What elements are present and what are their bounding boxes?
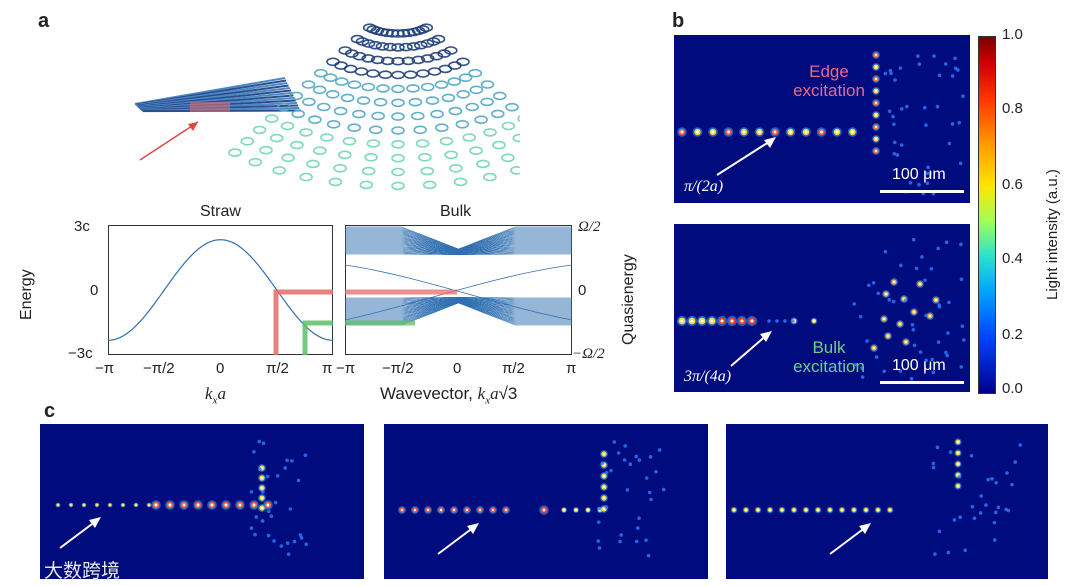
- colorbar-label: Light intensity (a.u.): [1044, 169, 1061, 300]
- scalebar-top: [880, 190, 964, 193]
- propagation-map-2: [384, 424, 708, 579]
- x-tick-bulk-0: −π: [336, 360, 355, 377]
- colorbar-tick-1: 1.0: [1002, 26, 1023, 43]
- y-tick-right-mid: 0: [578, 282, 586, 299]
- straw-dispersion-plot: [108, 225, 333, 355]
- x-tick-straw-4: π: [322, 360, 332, 377]
- watermark-text: 大数跨境: [44, 556, 120, 583]
- x-tick-straw-0: −π: [95, 360, 114, 377]
- edge-wavevector-label: π/(2a): [684, 178, 723, 196]
- helix-lattice-illustration: [100, 8, 520, 208]
- bulk-title: Bulk: [440, 203, 471, 221]
- y-tick-right-top: Ω/2: [578, 218, 601, 236]
- colorbar: [978, 36, 996, 394]
- panel-c-arrow-1: [56, 512, 106, 552]
- x-tick-bulk-1: −π/2: [382, 360, 414, 377]
- bulk-wavevector-label: 3π/(4a): [684, 368, 731, 386]
- panel-label-c: c: [44, 400, 55, 423]
- x-tick-straw-3: π/2: [266, 360, 289, 377]
- x-tick-straw-2: 0: [216, 360, 224, 377]
- edge-pointer-arrow: [712, 130, 782, 180]
- x-tick-bulk-4: π: [566, 360, 576, 377]
- scalebar-bottom-label: 100 μm: [892, 357, 946, 375]
- colorbar-tick-0-4: 0.4: [1002, 250, 1023, 267]
- colorbar-tick-0-2: 0.2: [1002, 326, 1023, 343]
- panel-label-b: b: [672, 10, 684, 33]
- y-tick-right-bot: −Ω/2: [572, 345, 605, 363]
- straw-x-axis-label: kxa: [205, 384, 226, 406]
- y-tick-left-mid: 0: [90, 282, 98, 299]
- watermark-logo: [6, 553, 38, 577]
- straw-title: Straw: [200, 203, 241, 221]
- bulk-band-plot: [345, 225, 572, 355]
- y-tick-left-bot: −3c: [68, 345, 93, 362]
- panel-c-arrow-3: [826, 518, 876, 558]
- bulk-pointer-arrow: [726, 326, 776, 371]
- propagation-map-3: [726, 424, 1048, 579]
- colorbar-tick-0-6: 0.6: [1002, 176, 1023, 193]
- x-tick-straw-1: −π/2: [143, 360, 175, 377]
- y-tick-left-top: 3c: [74, 218, 90, 235]
- edge-excitation-annotation: Edge excitation: [784, 62, 874, 100]
- panel-label-a: a: [38, 10, 49, 33]
- scalebar-top-label: 100 μm: [892, 166, 946, 184]
- quasienergy-axis-label: Quasienergy: [620, 254, 638, 345]
- colorbar-tick-0-0: 0.0: [1002, 380, 1023, 397]
- excitation-arrow: [140, 122, 198, 160]
- bulk-excitation-annotation: Bulk excitation: [784, 338, 874, 376]
- energy-axis-label: Energy: [18, 269, 36, 320]
- panel-c-arrow-2: [434, 518, 484, 558]
- colorbar-tick-0-8: 0.8: [1002, 100, 1023, 117]
- bulk-x-axis-label: Wavevector, kxa√3: [380, 384, 517, 406]
- x-tick-bulk-2: 0: [453, 360, 461, 377]
- scalebar-bottom: [880, 381, 964, 384]
- x-tick-bulk-3: π/2: [502, 360, 525, 377]
